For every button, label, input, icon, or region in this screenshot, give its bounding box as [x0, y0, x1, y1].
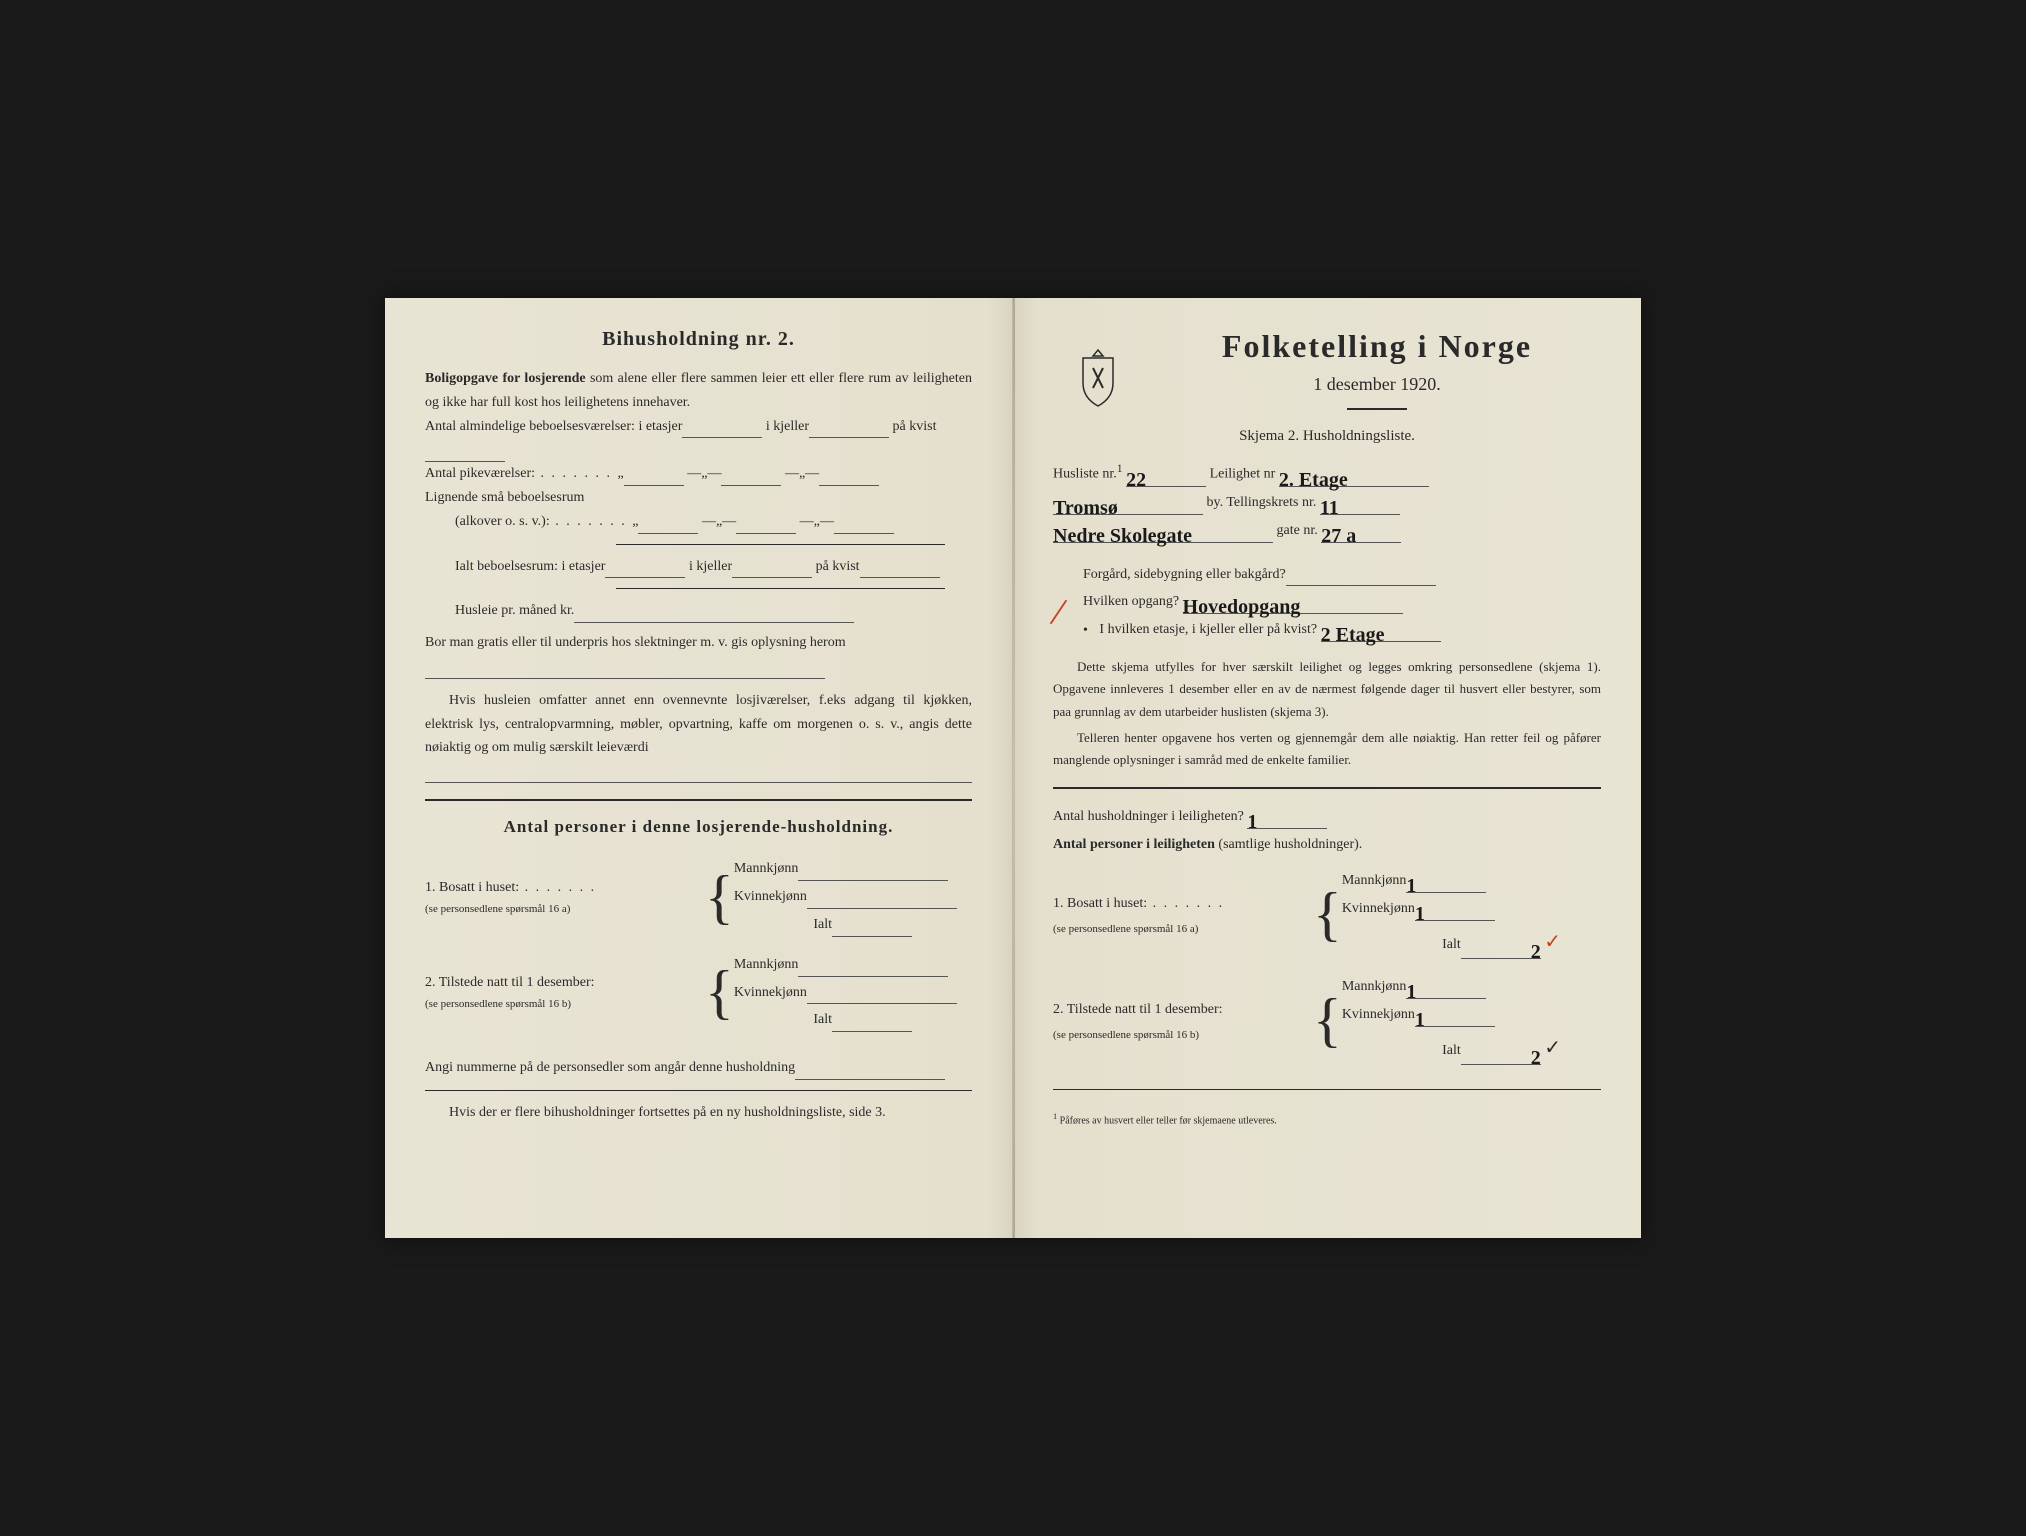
- fill: [624, 469, 684, 486]
- fill: [682, 422, 762, 439]
- fill: [732, 562, 812, 579]
- brace-icon: {: [705, 980, 734, 1004]
- fill: [798, 864, 948, 881]
- mann-val2: 1: [1406, 975, 1486, 999]
- leilighet-value: 2. Etage: [1279, 463, 1429, 487]
- right-bosatt-row: 1. Bosatt i huset: (se personsedlene spø…: [1053, 865, 1601, 963]
- rule: [616, 544, 944, 545]
- date-subtitle: 1 desember 1920.: [1153, 369, 1601, 400]
- left-page: Bihusholdning nr. 2. Boligopgave for los…: [385, 298, 1013, 1238]
- fill: [736, 517, 796, 534]
- check-mark: ✓: [1544, 931, 1561, 953]
- location-block: Forgård, sidebygning eller bakgård? Hvil…: [1083, 563, 1601, 643]
- title-rule: [1347, 408, 1407, 410]
- fill: [832, 920, 912, 937]
- antal-hush-line: Antal husholdninger i leiligheten? 1: [1053, 805, 1601, 829]
- header-fields: Husliste nr.1 22 Leilighet nr 2. Etage T…: [1053, 459, 1601, 542]
- fill: [574, 606, 854, 623]
- fill: [721, 469, 781, 486]
- fill: [834, 517, 894, 534]
- kvinne-val2: 1: [1415, 1003, 1495, 1027]
- gatenr-value: 27 a: [1321, 519, 1401, 543]
- krets-value: 11: [1320, 491, 1400, 515]
- fill: [798, 960, 948, 977]
- fortsettes-line: Hvis der er flere bihusholdninger fortse…: [425, 1101, 972, 1125]
- gate-line: Nedre Skolegate gate nr. 27 a: [1053, 519, 1601, 543]
- footnote: 1 Påføres av husvert eller teller før sk…: [1053, 1110, 1601, 1129]
- fill: [605, 562, 685, 579]
- tilstede-sub: (se personsedlene spørsmål 16 b): [425, 995, 705, 1014]
- left-title: Bihusholdning nr. 2.: [425, 328, 972, 351]
- angi-line: Angi nummerne på de personsedler som ang…: [425, 1056, 972, 1080]
- intro-paragraph: Boligopgave for losjerende som alene ell…: [425, 367, 972, 415]
- fill: [425, 662, 825, 679]
- kvinne-val1: 1: [1415, 897, 1495, 921]
- ialt-line: Ialt beboelsesrum: i etasjer i kjeller p…: [455, 555, 972, 579]
- main-title: Folketelling i Norge: [1153, 328, 1601, 365]
- instruction-para2: Telleren henter opgavene hos verten og g…: [1053, 727, 1601, 771]
- antal-pers-line: Antal personer i leiligheten (samtlige h…: [1053, 833, 1601, 857]
- alkover-line: (alkover o. s. v.): „ —„— —„—: [455, 510, 972, 534]
- etasje-value: 2 Etage: [1321, 618, 1441, 642]
- ialt-val2: 2: [1461, 1041, 1541, 1065]
- brace-icon: {: [1313, 902, 1342, 926]
- fill: [807, 892, 957, 909]
- bosatt-row: 1. Bosatt i huset: (se personsedlene spø…: [425, 853, 972, 940]
- red-mark-icon: /: [1047, 587, 1070, 635]
- fill: [425, 445, 505, 462]
- section-rule: [1053, 787, 1601, 789]
- intro-bold: Boligopgave for losjerende: [425, 371, 586, 386]
- mann-val1: 1: [1406, 869, 1486, 893]
- gratis-line: Bor man gratis eller til underpris hos s…: [425, 631, 972, 679]
- bosatt-sub: (se personsedlene spørsmål 16 a): [425, 900, 705, 919]
- check-mark: ✓: [1544, 1037, 1561, 1059]
- fill: [638, 517, 698, 534]
- husleie-line: Husleie pr. måned kr.: [455, 599, 972, 623]
- rule: [1053, 1089, 1601, 1090]
- pike-line: Antal pikeværelser: „ —„— —„—: [425, 462, 972, 486]
- hush-value: 1: [1247, 805, 1327, 829]
- coat-of-arms-icon: [1073, 348, 1123, 420]
- fill: [425, 764, 972, 783]
- husliste-line: Husliste nr.1 22 Leilighet nr 2. Etage: [1053, 459, 1601, 486]
- rooms-line: Antal almindelige beboelsesværelser: i e…: [425, 415, 972, 463]
- fill: [807, 988, 957, 1005]
- section-rule: [425, 799, 972, 801]
- husliste-value: 22: [1126, 463, 1206, 487]
- tilstede-label: 2. Tilstede natt til 1 desember:: [425, 971, 705, 995]
- rule: [425, 1090, 972, 1091]
- instruction-para1: Dette skjema utfylles for hver særskilt …: [1053, 656, 1601, 722]
- opgang-line: Hvilken opgang? Hovedopgang: [1083, 590, 1601, 614]
- right-page: Folketelling i Norge 1 desember 1920. Sk…: [1013, 298, 1641, 1238]
- census-document: Bihusholdning nr. 2. Boligopgave for los…: [385, 298, 1641, 1238]
- by-value: Tromsø: [1053, 491, 1203, 515]
- rule: [616, 588, 944, 589]
- title-block: Folketelling i Norge 1 desember 1920.: [1153, 328, 1601, 410]
- small-rooms-line: Lignende små beboelsesrum: [425, 486, 972, 510]
- brace-icon: {: [705, 885, 734, 909]
- gate-value: Nedre Skolegate: [1053, 519, 1273, 543]
- fill: [809, 422, 889, 439]
- opgang-value: Hovedopgang: [1183, 590, 1403, 614]
- fill: [832, 1015, 912, 1032]
- etasje-line: • I hvilken etasje, i kjeller eller på k…: [1083, 618, 1601, 642]
- ialt-val1: 2: [1461, 935, 1541, 959]
- fill: [795, 1063, 945, 1080]
- by-line: Tromsø by. Tellingskrets nr. 11: [1053, 491, 1601, 515]
- fill: [1286, 570, 1436, 587]
- right-tilstede-row: 2. Tilstede natt til 1 desember: (se per…: [1053, 971, 1601, 1069]
- bosatt-label: 1. Bosatt i huset:: [425, 876, 705, 900]
- hvis-paragraph: Hvis husleien omfatter annet enn ovennev…: [425, 689, 972, 760]
- section2-title: Antal personer i denne losjerende-hushol…: [425, 817, 972, 837]
- fill: [860, 562, 940, 579]
- tilstede-row: 2. Tilstede natt til 1 desember: (se per…: [425, 949, 972, 1036]
- brace-icon: {: [1313, 1008, 1342, 1032]
- skjema-line: Skjema 2. Husholdningsliste.: [1053, 424, 1601, 450]
- fill: [819, 469, 879, 486]
- forgard-line: Forgård, sidebygning eller bakgård?: [1083, 563, 1601, 587]
